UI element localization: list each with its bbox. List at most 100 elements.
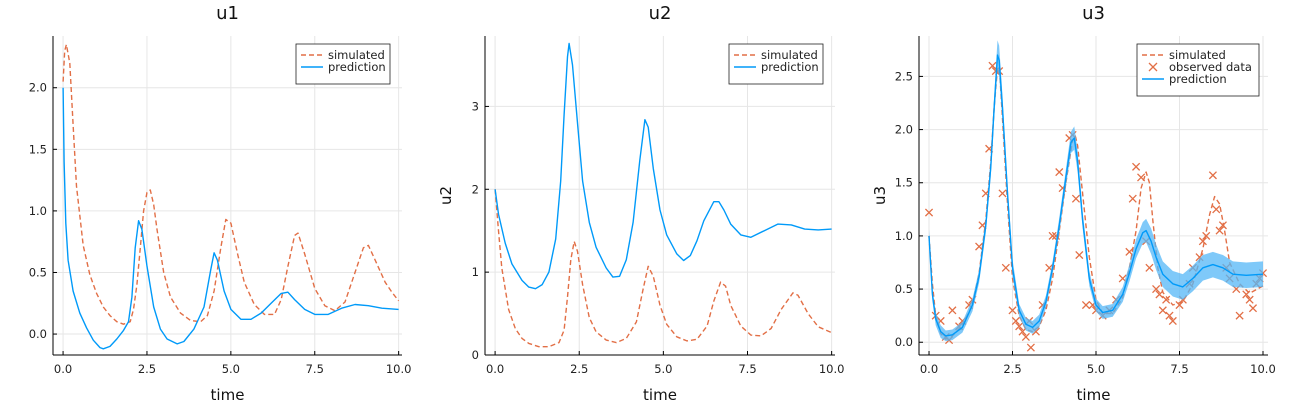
- plot-area: [924, 40, 1268, 352]
- chart-title: u2: [649, 3, 672, 24]
- x-tick-label: 7.5: [306, 362, 324, 376]
- x-tick-label: 0.0: [486, 362, 504, 376]
- data-point-observed-data: [1235, 311, 1244, 320]
- series-prediction-line: [494, 42, 832, 290]
- x-tick-label: 10.0: [1250, 362, 1276, 376]
- legend-label-prediction: prediction: [1169, 72, 1227, 86]
- data-point-observed-data: [1198, 237, 1207, 246]
- data-point-observed-data: [948, 306, 957, 315]
- data-point-observed-data: [1071, 194, 1081, 203]
- data-point-observed-data: [1175, 300, 1184, 310]
- data-point-observed-data: [1008, 306, 1017, 315]
- data-point-observed-data: [1021, 332, 1030, 341]
- y-tick-label: 0.0: [895, 335, 913, 349]
- legend-label-observed-data: observed data: [1169, 60, 1252, 74]
- legend-swatch-observed-data: [1148, 62, 1158, 72]
- x-tick-label: 10.0: [386, 362, 412, 376]
- x-tick-label: 2.5: [570, 362, 588, 376]
- data-point-observed-data: [998, 189, 1007, 198]
- y-tick-label: 1: [472, 265, 479, 279]
- series-prediction-line: [928, 54, 1264, 337]
- data-point-observed-data: [1208, 171, 1217, 180]
- y-tick-label: 2.0: [29, 81, 47, 95]
- x-tick-label: 5.0: [222, 362, 240, 376]
- x-axis-label: time: [211, 386, 245, 400]
- chart-title: u3: [1082, 3, 1105, 24]
- data-point-observed-data: [1026, 343, 1035, 352]
- data-point-observed-data: [1152, 285, 1161, 294]
- y-tick-label: 1.5: [895, 176, 913, 190]
- x-tick-label: 5.0: [654, 362, 672, 376]
- data-point-observed-data: [1125, 247, 1134, 256]
- data-point-observed-data: [1055, 168, 1064, 177]
- data-point-observed-data: [1245, 295, 1254, 304]
- data-point-observed-data: [1128, 194, 1137, 203]
- data-point-observed-data: [1011, 316, 1020, 326]
- data-point-observed-data: [1165, 311, 1174, 320]
- chart-panel-2: 0.0 2.5 5.0 7.5 10.0 0 1 2 3 u2 time u2 simulatedpre…: [437, 3, 844, 400]
- data-point-observed-data: [1242, 290, 1251, 299]
- x-tick-label: 2.5: [138, 362, 156, 376]
- y-axis-label: u3: [871, 186, 889, 205]
- y-tick-label: 1.5: [29, 142, 47, 156]
- data-point-observed-data: [1168, 316, 1177, 326]
- x-tick-label: 2.5: [1003, 362, 1021, 376]
- data-point-observed-data: [1018, 327, 1027, 336]
- data-point-observed-data: [1162, 295, 1171, 304]
- x-axis-label: time: [1077, 386, 1111, 400]
- data-point-observed-data: [988, 61, 997, 70]
- y-tick-label: 2.0: [895, 123, 913, 137]
- series-prediction-line: [62, 87, 399, 350]
- legend-box: [728, 43, 824, 85]
- data-point-observed-data: [1075, 250, 1084, 260]
- series-simulated-line: [62, 43, 400, 325]
- data-point-observed-data: [924, 208, 934, 217]
- y-tick-label: 1.0: [895, 229, 913, 243]
- data-point-observed-data: [1215, 226, 1224, 235]
- data-point-observed-data: [1132, 162, 1141, 171]
- x-axis-label: time: [643, 386, 677, 400]
- legend-box: [1136, 43, 1260, 97]
- x-tick-label: 7.5: [738, 362, 756, 376]
- x-tick-label: 0.0: [920, 362, 938, 376]
- legend-label-prediction: prediction: [761, 60, 819, 74]
- chart-panel-1: 0.0 2.5 5.0 7.5 10.0 0.0 0.5 1.0 1.5 2.0 u1 time sim…: [29, 3, 412, 400]
- data-point-observed-data: [1212, 205, 1221, 214]
- data-point-observed-data: [1248, 304, 1258, 313]
- x-tick-label: 5.0: [1087, 362, 1105, 376]
- data-point-observed-data: [1081, 300, 1091, 310]
- y-tick-label: 0: [472, 348, 479, 362]
- data-point-observed-data: [1158, 306, 1167, 315]
- plot-area: [494, 42, 832, 348]
- data-point-observed-data: [975, 242, 984, 251]
- x-tick-label: 10.0: [819, 362, 845, 376]
- legend-label-prediction: prediction: [328, 60, 386, 74]
- y-tick-label: 3: [472, 99, 479, 113]
- legend-label-simulated: simulated: [328, 48, 385, 62]
- y-axis-label: u2: [437, 186, 455, 205]
- y-tick-label: 0.5: [895, 282, 913, 296]
- y-tick-label: 0.0: [29, 327, 47, 341]
- plot-area: [62, 43, 400, 350]
- legend-label-simulated: simulated: [1169, 48, 1226, 62]
- data-point-observed-data: [1202, 231, 1211, 240]
- chart-panel-3: 0.0 2.5 5.0 7.5 10.0 0.0 0.5 1.0 1.5 2.0 2.5 u3 time…: [871, 3, 1276, 400]
- data-point-observed-data: [1015, 322, 1024, 331]
- data-point-observed-data: [1145, 263, 1154, 272]
- legend-box: [295, 43, 391, 85]
- data-point-observed-data: [1155, 290, 1164, 299]
- data-point-observed-data: [1137, 173, 1146, 182]
- series-simulated-line: [494, 189, 832, 348]
- data-point-observed-data: [1001, 263, 1010, 272]
- y-tick-label: 0.5: [29, 265, 47, 279]
- legend-label-simulated: simulated: [761, 48, 818, 62]
- y-tick-label: 2: [472, 182, 479, 196]
- chart-title: u1: [216, 3, 239, 24]
- y-tick-label: 1.0: [29, 204, 47, 218]
- data-point-observed-data: [1048, 231, 1057, 240]
- x-tick-label: 0.0: [54, 362, 72, 376]
